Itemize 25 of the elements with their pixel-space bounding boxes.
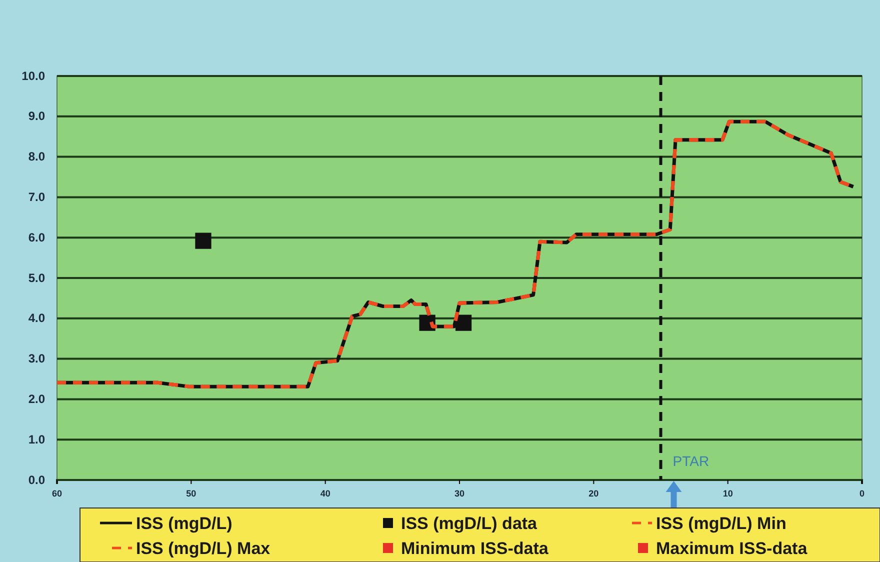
- legend-label: ISS (mgD/L) Max: [136, 539, 271, 558]
- y-tick-label: 4.0: [28, 311, 46, 326]
- y-tick-label: 8.0: [28, 150, 46, 164]
- ref-line-label: PTAR: [672, 453, 710, 469]
- x-tick-label: 10: [722, 488, 733, 498]
- y-tick-label: 5.0: [28, 270, 46, 285]
- y-tick-label: 6.0: [28, 230, 46, 244]
- x-tick-label: 60: [52, 488, 62, 498]
- x-tick-label: 50: [186, 488, 196, 498]
- y-tick-label: 1.0: [28, 432, 46, 446]
- x-tick-label: 0: [859, 488, 865, 498]
- x-tick-label: 20: [588, 488, 599, 498]
- legend-label: ISS (mgD/L) Min: [656, 514, 786, 533]
- legend-label: ISS (mgD/L): [136, 514, 232, 533]
- legend-label: ISS (mgD/L) data: [401, 514, 538, 533]
- y-tick-label: 10.0: [22, 68, 46, 83]
- y-tick-label: 7.0: [28, 190, 46, 204]
- legend-label: Maximum ISS-data: [656, 539, 808, 558]
- y-tick-label: 9.0: [28, 109, 46, 124]
- y-tick-label: 0.0: [28, 472, 46, 487]
- y-tick-label: 3.0: [28, 352, 46, 366]
- x-tick-label: 30: [454, 488, 465, 498]
- legend-label: Minimum ISS-data: [401, 539, 549, 558]
- y-tick-label: 2.0: [28, 392, 46, 406]
- x-tick-label: 40: [320, 488, 330, 498]
